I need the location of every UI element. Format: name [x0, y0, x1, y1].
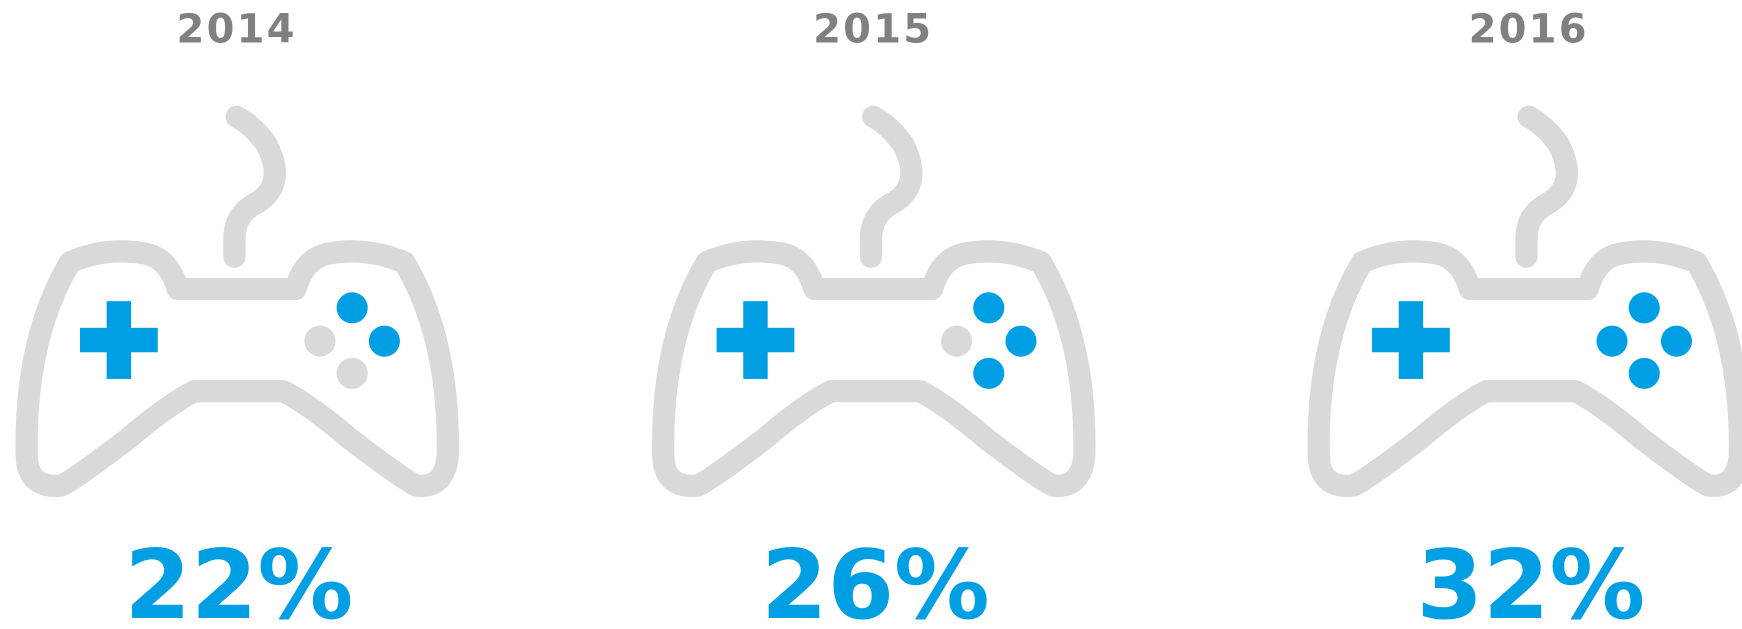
button	[973, 357, 1005, 389]
button	[304, 325, 336, 357]
controller-body	[1307, 240, 1742, 497]
button	[1005, 325, 1037, 357]
panel: 2016 32%	[1307, 6, 1742, 629]
button	[940, 325, 973, 357]
button	[1628, 292, 1660, 324]
panel: 2014 22%	[15, 6, 459, 629]
button	[368, 325, 400, 357]
controller-cable	[1515, 105, 1578, 268]
share-label: 22%	[125, 529, 354, 629]
dpad	[743, 301, 768, 379]
controller-cable	[859, 105, 923, 268]
controller-body	[15, 240, 459, 497]
controller-icon	[652, 105, 1096, 497]
controller-cable	[223, 105, 286, 268]
button	[336, 357, 368, 389]
year-label: 2015	[813, 6, 933, 52]
dpad	[1398, 301, 1424, 379]
dpad	[106, 301, 132, 379]
year-label: 2014	[177, 6, 297, 52]
controller-icon	[15, 105, 459, 497]
year-label: 2016	[1469, 6, 1589, 52]
button	[336, 292, 368, 324]
button	[1660, 325, 1693, 357]
button	[1596, 325, 1628, 357]
controller-icon	[1307, 105, 1742, 497]
button	[1628, 357, 1660, 389]
share-label: 32%	[1417, 529, 1646, 629]
share-label: 26%	[761, 529, 990, 629]
panel: 2015 26%	[652, 6, 1096, 629]
controller-body	[652, 240, 1096, 497]
button	[973, 292, 1005, 324]
